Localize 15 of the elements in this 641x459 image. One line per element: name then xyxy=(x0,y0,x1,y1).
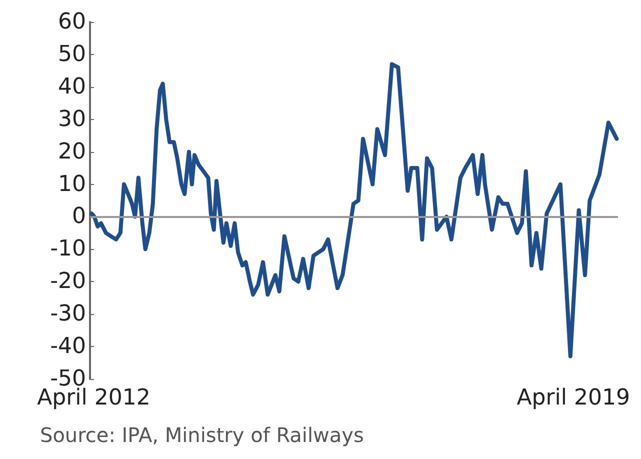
y-tick-label: -20 xyxy=(50,269,86,294)
x-tick-label: April 2012 xyxy=(37,386,150,410)
y-tick-label: 0 xyxy=(72,204,86,230)
y-tick-label: 20 xyxy=(58,139,86,164)
line-series xyxy=(90,62,619,358)
y-tick-label: -40 xyxy=(50,334,86,360)
y-tick-label: 50 xyxy=(58,42,86,67)
x-tick-label: April 2019 xyxy=(516,386,630,410)
source-note: Source: IPA, Ministry of Railways xyxy=(40,423,364,447)
y-tick-label: -30 xyxy=(50,302,86,327)
y-tick-label: -10 xyxy=(50,236,86,262)
y-tick-label: 60 xyxy=(58,10,86,34)
y-tick-label: 30 xyxy=(58,106,86,132)
y-tick-label: 40 xyxy=(58,74,86,100)
y-tick-label: 10 xyxy=(58,172,86,197)
